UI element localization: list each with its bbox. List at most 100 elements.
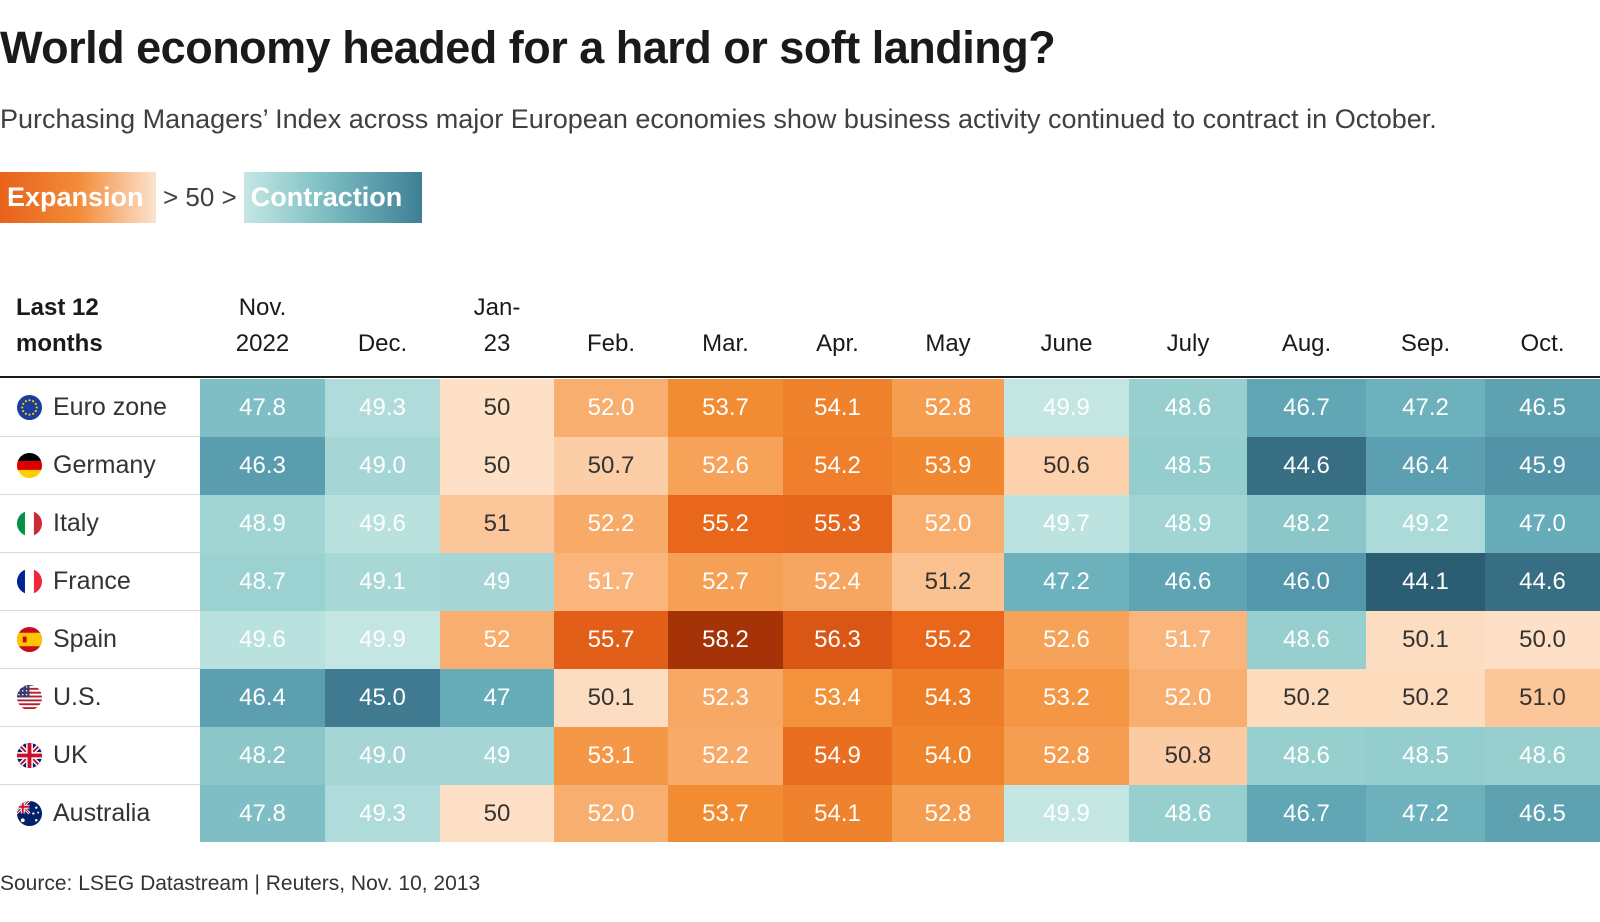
header-rule [0, 376, 1600, 378]
heatmap-cell: 56.3 [783, 611, 892, 669]
country-name: U.S. [53, 683, 102, 711]
heatmap-cell: 55.2 [668, 495, 783, 553]
heatmap-cell: 54.1 [783, 785, 892, 842]
heatmap-cell: 47.8 [200, 785, 325, 842]
heatmap-cell: 45.0 [325, 669, 440, 727]
country-name: UK [53, 741, 88, 769]
heatmap-cell: 46.4 [1366, 437, 1485, 495]
row-label: France [16, 553, 131, 610]
legend-threshold: > 50 > [163, 182, 237, 212]
column-header-line-1 [1129, 290, 1247, 326]
column-header-line-2: Aug. [1281, 330, 1332, 357]
row-separator [0, 494, 200, 495]
column-header-line-2: June [1040, 330, 1093, 357]
spain-flag-icon [16, 626, 43, 653]
column-header-line-2: 23 [483, 330, 511, 357]
heatmap-cell: 54.3 [892, 669, 1004, 727]
heatmap-cell: 54.9 [783, 727, 892, 785]
heatmap-cell: 52.3 [668, 669, 783, 727]
column-header: July [1129, 290, 1247, 362]
heatmap-cell: 51.7 [1129, 611, 1247, 669]
heatmap-cell: 54.1 [783, 379, 892, 437]
heatmap-cell: 47.0 [1485, 495, 1600, 553]
heatmap-cell: 49.0 [325, 727, 440, 785]
country-name: Australia [53, 799, 151, 827]
heatmap-cell: 52.7 [668, 553, 783, 611]
row-label: Italy [16, 495, 99, 552]
heatmap-cell: 48.5 [1129, 437, 1247, 495]
heatmap-cell: 50.0 [1485, 611, 1600, 669]
heatmap-cell: 45.9 [1485, 437, 1600, 495]
heatmap-cell: 52.2 [554, 495, 668, 553]
row-label: UK [16, 727, 88, 784]
heatmap-cell: 50.8 [1129, 727, 1247, 785]
heatmap-cell: 50.1 [554, 669, 668, 727]
heatmap-cell: 50.6 [1004, 437, 1129, 495]
column-header: Dec. [325, 290, 440, 362]
heatmap-cell: 53.7 [668, 379, 783, 437]
column-header-line-2: July [1166, 330, 1210, 357]
column-header: Jan- 23 [440, 290, 554, 362]
row-separator [0, 436, 200, 437]
heatmap-cell: 52.0 [554, 379, 668, 437]
heatmap-cell: 53.9 [892, 437, 1004, 495]
heatmap-cell: 52 [440, 611, 554, 669]
heatmap-cell: 49.3 [325, 379, 440, 437]
heatmap-cell: 55.2 [892, 611, 1004, 669]
heatmap-cell: 49.9 [325, 611, 440, 669]
row-header-line-1: Last 12 [16, 294, 99, 321]
heatmap-cell: 46.5 [1485, 785, 1600, 842]
column-header-line-2: Sep. [1400, 330, 1451, 357]
italy-flag-icon [16, 510, 43, 537]
heatmap-cell: 46.7 [1247, 379, 1366, 437]
heatmap-cell: 49.6 [325, 495, 440, 553]
heatmap-cell: 52.8 [892, 379, 1004, 437]
country-name: Spain [53, 625, 117, 653]
column-header: May [892, 290, 1004, 362]
heatmap-cell: 48.6 [1247, 727, 1366, 785]
row-separator [0, 726, 200, 727]
row-separator [0, 552, 200, 553]
column-header: Mar. [668, 290, 783, 362]
heatmap-cell: 47 [440, 669, 554, 727]
column-header-line-2: Apr. [816, 330, 859, 357]
heatmap-cell: 51.2 [892, 553, 1004, 611]
heatmap-cell: 50.2 [1247, 669, 1366, 727]
country-name: Italy [53, 509, 99, 537]
row-separator [0, 668, 200, 669]
heatmap-cell: 52.8 [892, 785, 1004, 842]
row-label: Spain [16, 611, 117, 668]
column-header: Feb. [554, 290, 668, 362]
heatmap-cell: 50.2 [1366, 669, 1485, 727]
heatmap-cell: 52.6 [1004, 611, 1129, 669]
eu-flag-icon [16, 394, 43, 421]
source-note: Source: LSEG Datastream | Reuters, Nov. … [0, 872, 481, 895]
column-header-line-1 [1366, 290, 1485, 326]
heatmap-cell: 49.1 [325, 553, 440, 611]
legend-expansion: Expansion [0, 172, 156, 223]
heatmap-cell: 51.0 [1485, 669, 1600, 727]
uk-flag-icon [16, 742, 43, 769]
heatmap-cell: 52.6 [668, 437, 783, 495]
country-name: Euro zone [53, 393, 167, 421]
heatmap-cell: 48.5 [1366, 727, 1485, 785]
heatmap-cell: 55.7 [554, 611, 668, 669]
heatmap-cell: 46.6 [1129, 553, 1247, 611]
heatmap-cell: 49.2 [1366, 495, 1485, 553]
heatmap-cell: 44.6 [1485, 553, 1600, 611]
heatmap-cell: 48.9 [200, 495, 325, 553]
heatmap-cell: 46.7 [1247, 785, 1366, 842]
heatmap-cell: 54.0 [892, 727, 1004, 785]
heatmap-cell: 50.7 [554, 437, 668, 495]
column-header-line-1 [325, 290, 440, 326]
country-name: Germany [53, 451, 156, 479]
row-separator [0, 784, 200, 785]
heatmap-cell: 50 [440, 379, 554, 437]
row-separator [0, 610, 200, 611]
heatmap-cell: 50 [440, 785, 554, 842]
column-header: June [1004, 290, 1129, 362]
column-header-line-2: Oct. [1520, 330, 1565, 357]
heatmap-cell: 48.6 [1129, 379, 1247, 437]
column-header-line-1 [554, 290, 668, 326]
heatmap-cell: 52.0 [892, 495, 1004, 553]
